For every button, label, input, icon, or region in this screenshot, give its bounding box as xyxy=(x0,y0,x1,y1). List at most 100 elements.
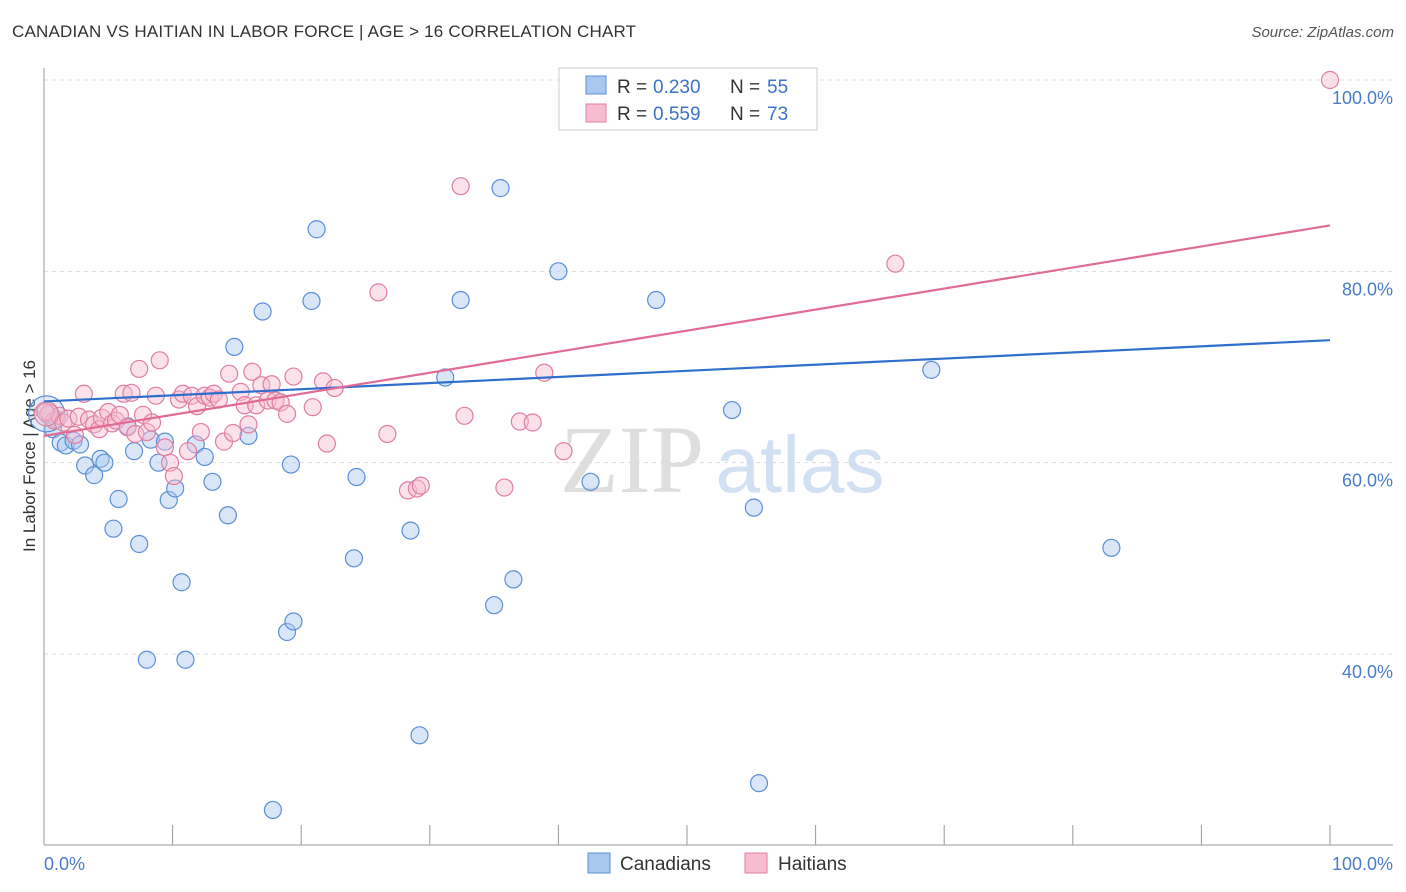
haitians-point-41 xyxy=(223,423,243,443)
zipatlas-watermark: ZIP atlas xyxy=(560,406,884,513)
canadians-point-25 xyxy=(195,447,214,467)
canadians-point-54 xyxy=(1102,538,1121,557)
haitians-point-54 xyxy=(303,398,322,417)
haitians-point-22 xyxy=(137,422,156,442)
canadians-point-32 xyxy=(277,622,297,642)
canadians-point-15 xyxy=(130,534,149,554)
haitians-point-18 xyxy=(122,383,141,402)
canadians-point-36 xyxy=(307,220,326,239)
legend-r-label-canadians: R = xyxy=(617,77,647,98)
series-legend-label-canadians: Canadians xyxy=(620,854,711,875)
haitians-point-25 xyxy=(150,351,169,370)
canadians-point-42 xyxy=(451,290,470,310)
legend-r-value-haitians: 0.559 xyxy=(653,104,701,125)
haitians-point-6 xyxy=(69,407,88,426)
haitians-point-26 xyxy=(155,438,174,457)
haitians-point-27 xyxy=(160,453,180,472)
canadians-point-26 xyxy=(203,472,222,491)
canadians-point-46 xyxy=(549,262,568,281)
haitians-point-66 xyxy=(510,412,529,431)
canadians-point-48 xyxy=(581,472,600,491)
canadians-point-19 xyxy=(155,432,174,451)
legend-n-label-canadians: N = xyxy=(730,77,760,98)
haitians-trend-line xyxy=(43,224,1331,437)
haitians-point-67 xyxy=(523,413,542,432)
canadians-point-43 xyxy=(485,596,504,615)
canadians-point-44 xyxy=(491,179,510,198)
haitians-point-72 xyxy=(36,402,55,422)
canadians-point-12 xyxy=(109,489,128,509)
haitians-point-64 xyxy=(455,406,474,425)
haitians-point-28 xyxy=(164,466,183,486)
haitians-point-56 xyxy=(317,434,337,453)
canadians-point-49 xyxy=(647,290,666,310)
canadians-point-45 xyxy=(504,570,523,589)
x-tick-label-max: 100.0% xyxy=(1332,854,1393,874)
canadians-point-10 xyxy=(95,453,114,472)
legend-n-label-haitians: N = xyxy=(730,104,760,125)
canadians-point-40 xyxy=(410,726,429,745)
canadians-point-31 xyxy=(263,800,283,820)
watermark-zip: ZIP xyxy=(560,406,704,513)
canadians-point-22 xyxy=(172,573,191,592)
series-legend-swatch-haitians xyxy=(744,852,768,874)
haitians-point-65 xyxy=(495,478,514,497)
canadians-point-50 xyxy=(722,400,742,420)
legend-r-value-canadians: 0.230 xyxy=(653,77,701,98)
canadians-point-11 xyxy=(104,519,123,538)
canadians-point-52 xyxy=(749,774,769,793)
haitians-points xyxy=(33,70,1340,500)
y-tick-label-60: 60.0% xyxy=(1342,471,1393,491)
series-legend-swatch-canadians xyxy=(587,852,611,874)
x-tick-label-min: 0.0% xyxy=(44,854,85,874)
canadians-point-16 xyxy=(137,650,156,669)
haitians-point-71 xyxy=(1320,70,1340,90)
haitians-point-62 xyxy=(411,476,430,495)
canadians-point-35 xyxy=(302,291,321,311)
haitians-point-52 xyxy=(277,404,297,423)
haitians-point-53 xyxy=(284,367,303,386)
canadians-point-28 xyxy=(225,337,244,357)
canadians-point-37 xyxy=(344,549,364,568)
source-credit: Source: ZipAtlas.com xyxy=(1251,24,1394,41)
canadians-trend-line xyxy=(43,339,1331,403)
haitians-point-40 xyxy=(220,364,239,383)
canadians-point-6 xyxy=(70,435,90,454)
watermark-atlas: atlas xyxy=(716,420,885,509)
haitians-point-63 xyxy=(451,177,470,196)
legend-r-label-haitians: R = xyxy=(617,104,647,125)
legend-n-value-haitians: 73 xyxy=(767,104,788,125)
haitians-point-44 xyxy=(239,415,258,434)
canadians-point-27 xyxy=(218,506,237,525)
canadians-point-20 xyxy=(159,490,178,510)
canadians-point-34 xyxy=(284,612,303,631)
canadians-point-39 xyxy=(401,521,420,540)
canadians-point-38 xyxy=(347,467,366,487)
y-tick-label-100: 100.0% xyxy=(1332,88,1393,108)
canadians-point-23 xyxy=(176,650,195,669)
canadians-point-14 xyxy=(124,442,144,461)
legend-swatch-haitians xyxy=(585,103,607,123)
haitians-point-20 xyxy=(130,359,149,379)
haitians-cluster-marker xyxy=(33,401,60,427)
haitians-point-31 xyxy=(178,442,198,461)
haitians-point-59 xyxy=(378,424,397,444)
haitians-point-69 xyxy=(554,442,573,461)
haitians-point-45 xyxy=(243,362,262,381)
canadians-point-8 xyxy=(85,466,104,485)
tick-labels: 40.0% 60.0% 80.0% 100.0% 0.0% 100.0% xyxy=(44,88,1393,874)
axes xyxy=(43,68,1393,846)
canadians-point-33 xyxy=(281,455,301,474)
canadians-point-53 xyxy=(922,360,941,379)
y-tick-label-40: 40.0% xyxy=(1342,662,1393,682)
haitians-point-70 xyxy=(886,254,905,273)
chart-title: CANADIAN VS HAITIAN IN LABOR FORCE | AGE… xyxy=(12,22,637,41)
y-axis-label: In Labor Force | Age > 16 xyxy=(20,360,39,552)
y-tick-label-80: 80.0% xyxy=(1342,279,1393,299)
haitians-point-34 xyxy=(191,422,210,442)
correlation-legend: R = 0.230 N = 55 R = 0.559 N = 73 xyxy=(558,67,818,131)
series-legend-label-haitians: Haitians xyxy=(778,854,847,875)
canadians-point-30 xyxy=(253,302,272,321)
trend-lines xyxy=(43,224,1331,437)
